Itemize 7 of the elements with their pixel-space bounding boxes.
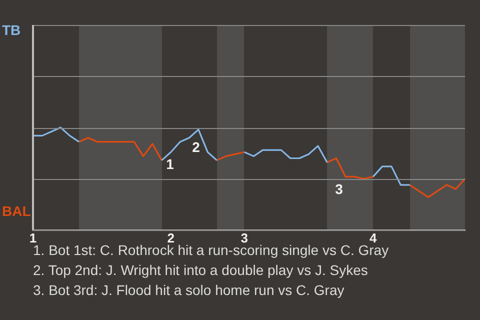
annotation: 2 <box>192 139 200 155</box>
text: BAL <box>2 203 31 219</box>
text: 2. Top 2nd: J. Wright hit into a double play vs J. Sykes <box>33 261 369 280</box>
text: 3. Bot 3rd: J. Flood hit a solo home run vs C. Gray <box>33 281 346 300</box>
annotation: 1 <box>166 156 174 172</box>
text: TB <box>2 22 21 38</box>
annotation: 3 <box>335 181 343 197</box>
